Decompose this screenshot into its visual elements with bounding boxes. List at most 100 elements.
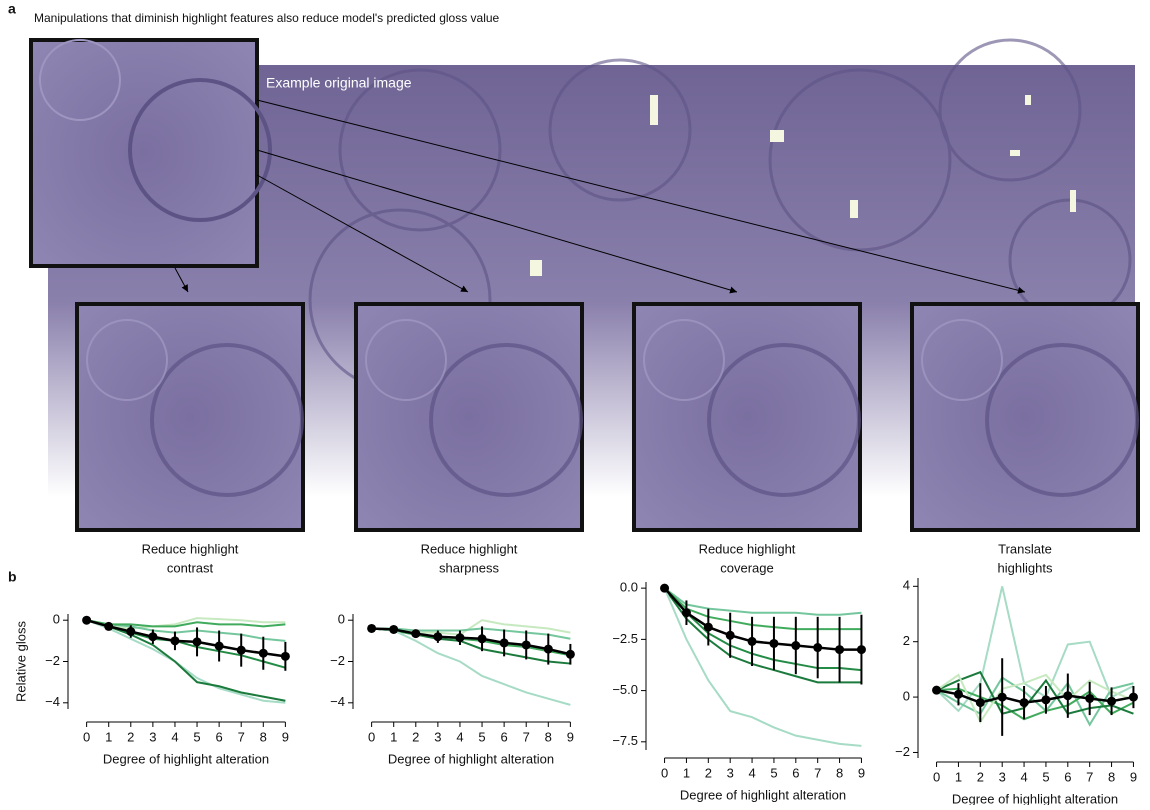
- mean-point: [660, 584, 669, 593]
- mean-point: [748, 637, 757, 646]
- mean-point: [544, 645, 553, 654]
- x-axis-label: Degree of highlight alteration: [103, 751, 269, 766]
- figure-title: Manipulations that diminish highlight fe…: [34, 11, 500, 25]
- y-tick-label: −2: [895, 744, 910, 759]
- x-tick-label: 6: [216, 729, 223, 744]
- mean-point: [104, 622, 113, 631]
- caption: Reduce highlight: [699, 541, 796, 556]
- model-line: [87, 620, 286, 703]
- x-tick-label: 8: [260, 729, 267, 744]
- caption: sharpness: [439, 560, 499, 575]
- y-tick-label: 0: [903, 689, 910, 704]
- mean-point: [704, 623, 713, 632]
- mean-point: [82, 616, 91, 625]
- model-line: [87, 620, 286, 641]
- y-tick-label: 0: [338, 612, 345, 627]
- mean-point: [769, 639, 778, 648]
- caption: Reduce highlight: [142, 541, 239, 556]
- mean-point: [998, 693, 1007, 702]
- x-tick-label: 3: [149, 729, 156, 744]
- y-axis-label: Relative gloss: [13, 621, 28, 702]
- mean-point: [976, 698, 985, 707]
- mean-point: [813, 643, 822, 652]
- x-tick-label: 3: [727, 765, 734, 780]
- x-tick-label: 6: [1064, 769, 1071, 784]
- x-tick-label: 4: [748, 765, 755, 780]
- y-tick-label: 4: [903, 578, 910, 593]
- mean-point: [193, 637, 202, 646]
- mean-point: [389, 625, 398, 634]
- mean-point: [259, 649, 268, 658]
- mean-point: [1129, 693, 1138, 702]
- x-axis-label: Degree of highlight alteration: [388, 751, 554, 766]
- x-tick-label: 2: [127, 729, 134, 744]
- mean-point: [411, 629, 420, 638]
- x-tick-label: 4: [1020, 769, 1027, 784]
- panel-label: a: [8, 1, 16, 17]
- mean-point: [857, 645, 866, 654]
- x-tick-label: 1: [390, 729, 397, 744]
- model-line: [372, 628, 571, 655]
- x-tick-label: 1: [105, 729, 112, 744]
- x-tick-label: 6: [501, 729, 508, 744]
- y-tick-label: 2: [903, 633, 910, 648]
- x-tick-label: 7: [814, 765, 821, 780]
- original-image: [31, 40, 257, 266]
- x-tick-label: 8: [836, 765, 843, 780]
- y-tick-label: −7.5: [612, 733, 638, 748]
- x-tick-label: 9: [567, 729, 574, 744]
- mean-point: [500, 638, 509, 647]
- original-label: Example original image: [266, 75, 412, 91]
- mean-point: [126, 627, 135, 636]
- model-line: [665, 588, 862, 629]
- mean-point: [791, 641, 800, 650]
- x-tick-label: 1: [683, 765, 690, 780]
- x-tick-label: 9: [282, 729, 289, 744]
- mean-point: [367, 624, 376, 633]
- x-tick-label: 0: [368, 729, 375, 744]
- x-tick-label: 7: [238, 729, 245, 744]
- x-tick-label: 3: [434, 729, 441, 744]
- caption: highlights: [998, 560, 1053, 575]
- caption: Translate: [998, 541, 1052, 556]
- x-tick-label: 2: [977, 769, 984, 784]
- x-tick-label: 2: [705, 765, 712, 780]
- mean-point: [1063, 691, 1072, 700]
- y-tick-label: −5.0: [612, 682, 638, 697]
- mean-point: [433, 632, 442, 641]
- mean-point: [148, 632, 157, 641]
- mean-point: [954, 690, 963, 699]
- x-axis-label: Degree of highlight alteration: [680, 787, 846, 802]
- x-tick-label: 5: [478, 729, 485, 744]
- x-tick-label: 4: [171, 729, 178, 744]
- y-tick-label: 0.0: [620, 580, 638, 595]
- x-tick-label: 5: [193, 729, 200, 744]
- mean-point: [932, 686, 941, 695]
- mean-point: [1041, 695, 1050, 704]
- x-tick-label: 8: [545, 729, 552, 744]
- mean-point: [215, 642, 224, 651]
- mean-point: [522, 640, 531, 649]
- mean-point: [478, 634, 487, 643]
- manipulated-image: [634, 304, 860, 530]
- x-tick-label: 7: [523, 729, 530, 744]
- manipulated-image: [77, 304, 303, 530]
- manipulated-image: [912, 304, 1138, 530]
- figure: a Manipulations that diminish highlight …: [0, 0, 1150, 805]
- x-tick-label: 6: [792, 765, 799, 780]
- x-tick-label: 5: [770, 765, 777, 780]
- y-tick-label: −4: [45, 694, 60, 709]
- x-tick-label: 7: [1086, 769, 1093, 784]
- panel-label: b: [8, 569, 17, 585]
- mean-point: [1085, 694, 1094, 703]
- caption: contrast: [167, 560, 214, 575]
- mean-point: [237, 646, 246, 655]
- x-tick-label: 8: [1108, 769, 1115, 784]
- x-tick-label: 9: [858, 765, 865, 780]
- mean-point: [170, 636, 179, 645]
- x-tick-label: 0: [83, 729, 90, 744]
- caption: coverage: [720, 560, 773, 575]
- y-tick-label: −2: [330, 653, 345, 668]
- x-tick-label: 0: [661, 765, 668, 780]
- manipulated-image: [356, 304, 582, 530]
